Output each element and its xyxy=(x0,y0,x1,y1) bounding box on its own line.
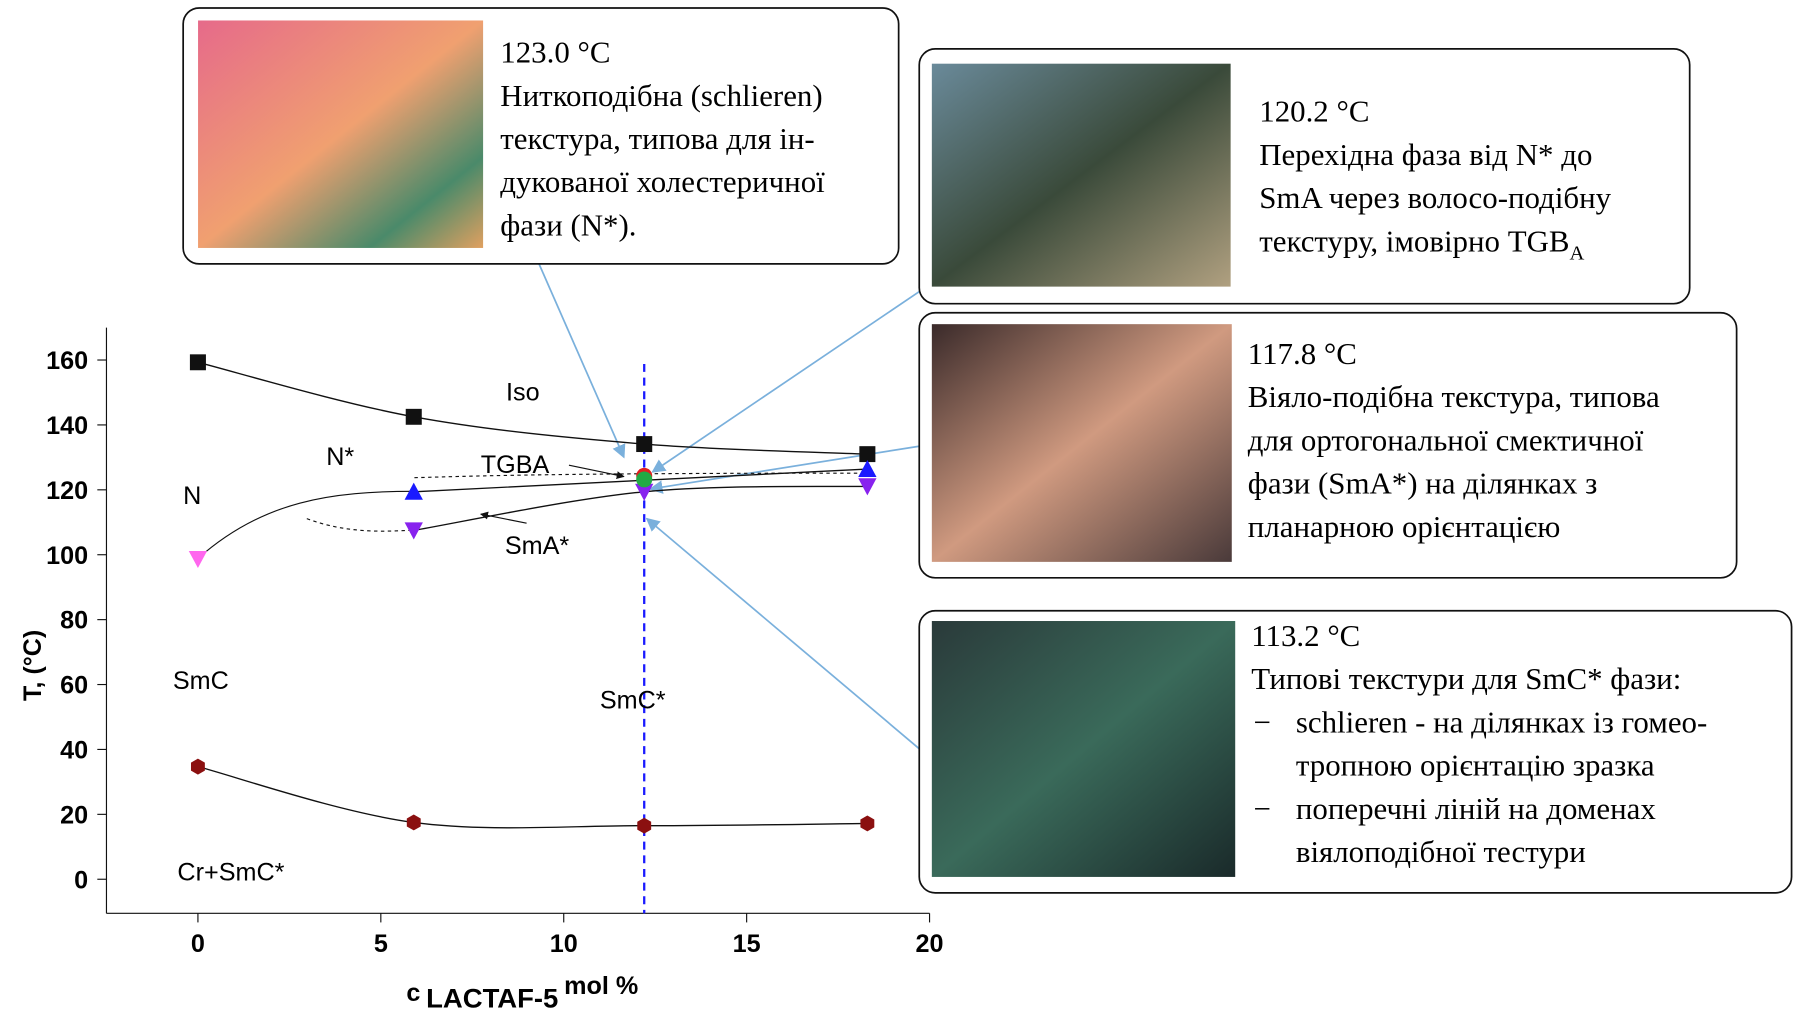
texture-image xyxy=(198,20,484,248)
x-axis-label-part: LACTAF-5 xyxy=(426,983,558,1010)
y-tick-label: 0 xyxy=(74,866,88,894)
region-label: SmC* xyxy=(600,687,666,715)
callout-temperature: 123.0 °C xyxy=(500,36,610,70)
region-label: SmA* xyxy=(505,532,570,560)
marker xyxy=(636,436,653,453)
x-axis-label-part: mol % xyxy=(564,972,638,1000)
callout-line: тропною орієнтацію зразка xyxy=(1296,749,1655,783)
callout-line: Типові текстури для SmC* фази: xyxy=(1251,662,1681,696)
x-tick-label: 0 xyxy=(191,930,205,958)
callout-temperature: 117.8 °C xyxy=(1248,337,1357,371)
series-line xyxy=(197,361,868,455)
callout-line: текстура, типова для ін- xyxy=(500,122,814,156)
x-tick-label: 15 xyxy=(733,930,761,958)
marker xyxy=(404,522,423,540)
phase-boundary xyxy=(197,490,415,559)
region-label: TGBA xyxy=(481,451,550,479)
callout-line: Ниткоподібна (schlieren) xyxy=(500,79,822,113)
y-axis-label: T, (°C) xyxy=(19,630,47,701)
callout-line: schlieren - на ділянках із гомео- xyxy=(1296,706,1707,740)
bullet: − xyxy=(1254,792,1271,826)
marker xyxy=(637,817,652,834)
callout-line: віялоподібної тестури xyxy=(1296,835,1586,869)
region-label: Iso xyxy=(506,378,540,406)
callout-temperature: 113.2 °C xyxy=(1251,619,1360,653)
label-arrow xyxy=(568,464,625,480)
marker xyxy=(406,814,421,831)
callout-line: фази (N*). xyxy=(500,209,636,243)
marker xyxy=(188,550,208,569)
callout-line: дукованої холестеричної xyxy=(500,165,825,199)
y-tick-label: 40 xyxy=(60,737,88,765)
phase-boundary xyxy=(306,518,415,532)
marker xyxy=(405,408,422,425)
callout-line: Перехідна фаза від N* до xyxy=(1259,138,1592,172)
y-tick-label: 100 xyxy=(46,542,88,570)
x-tick-label: 20 xyxy=(916,930,944,958)
marker xyxy=(636,471,653,488)
marker xyxy=(190,758,205,775)
callout-arrows xyxy=(537,261,923,752)
series-line xyxy=(197,765,868,829)
y-tick-label: 80 xyxy=(60,607,88,635)
callout-line: для ортогональної смектичної xyxy=(1248,423,1644,457)
y-tick-label: 60 xyxy=(60,672,88,700)
marker xyxy=(635,483,654,501)
callout-line: планарною орієнтацією xyxy=(1248,510,1560,544)
y-tick-label: 20 xyxy=(60,802,88,830)
texture-image xyxy=(931,324,1232,562)
region-label: SmC xyxy=(173,667,229,695)
x-axis-label: c LACTAF-5 mol % xyxy=(406,972,638,1010)
marker xyxy=(860,815,875,832)
x-tick-label: 10 xyxy=(550,930,578,958)
region-label: N xyxy=(183,482,201,510)
callout-line: SmA через волосо-подібну xyxy=(1259,181,1611,215)
marker xyxy=(858,478,877,496)
y-tick-label: 120 xyxy=(46,477,88,505)
callout-line: Віяло-подібна текстура, типова xyxy=(1248,380,1660,414)
marker xyxy=(858,459,877,478)
callout-subscript: A xyxy=(1570,242,1585,264)
marker xyxy=(189,354,206,371)
marker xyxy=(404,482,423,500)
texture-image xyxy=(931,621,1236,877)
bullet: − xyxy=(1254,706,1271,740)
region-label: N* xyxy=(326,443,354,471)
texture-image xyxy=(931,63,1231,287)
phase-boundary xyxy=(414,472,868,479)
label-arrow xyxy=(480,511,527,524)
x-tick-label: 5 xyxy=(374,930,388,958)
callout-line: фази (SmA*) на ділянках з xyxy=(1248,467,1598,501)
callout-temperature: 120.2 °C xyxy=(1259,95,1369,129)
callout-line: поперечні ліній на доменах xyxy=(1296,792,1656,826)
region-label: Cr+SmC* xyxy=(177,858,284,886)
marker xyxy=(859,446,876,463)
x-axis-label-part: c xyxy=(406,979,420,1007)
callout-line: текстуру, імовірно TGBA xyxy=(1259,224,1584,264)
y-tick-label: 160 xyxy=(46,347,88,375)
y-tick-label: 140 xyxy=(46,412,88,440)
